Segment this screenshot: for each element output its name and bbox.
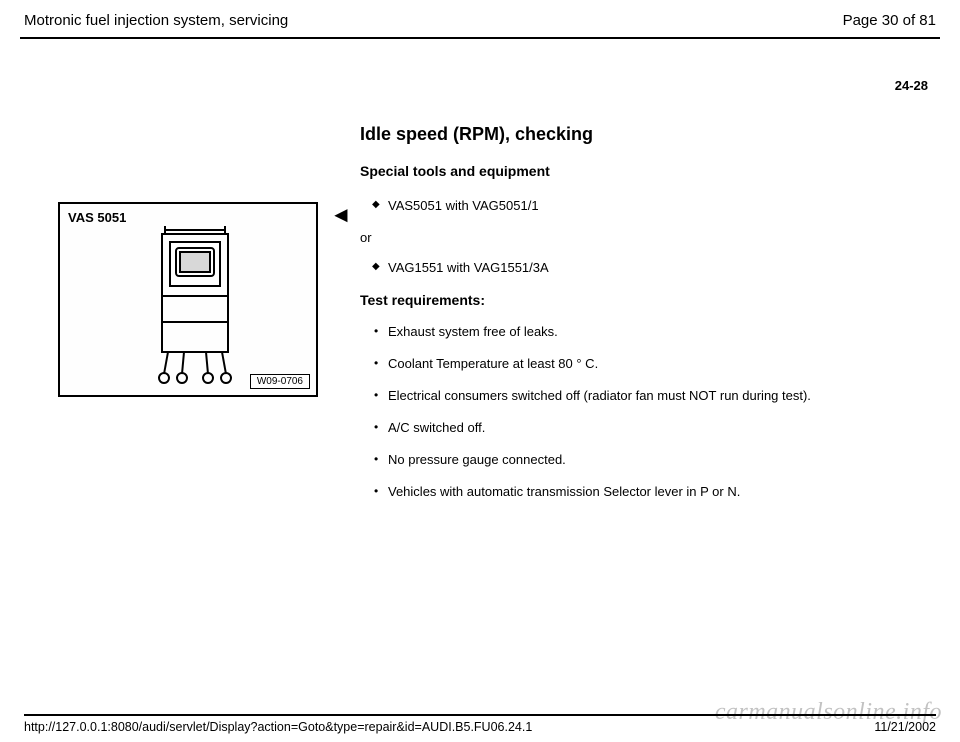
figure-box: VAS 5051 W09-0706	[58, 202, 318, 397]
list-item: VAS5051 with VAG5051/1	[374, 197, 910, 216]
footer-row: http://127.0.0.1:8080/audi/servlet/Displ…	[24, 720, 936, 734]
list-item: Vehicles with automatic transmission Sel…	[374, 482, 910, 502]
requirements-list: Exhaust system free of leaks. Coolant Te…	[360, 322, 910, 503]
or-text: or	[360, 230, 910, 245]
main-content: Idle speed (RPM), checking Special tools…	[20, 100, 940, 515]
list-item: VAG1551 with VAG1551/3A	[374, 259, 910, 278]
page-container: Motronic fuel injection system, servicin…	[0, 0, 960, 742]
header-title: Motronic fuel injection system, servicin…	[24, 12, 288, 29]
header-page-number: Page 30 of 81	[843, 12, 936, 29]
figure-wrapper: VAS 5051 W09-0706	[58, 202, 318, 397]
content-column: Idle speed (RPM), checking Special tools…	[360, 124, 940, 503]
heading-main: Idle speed (RPM), checking	[360, 124, 910, 145]
list-item: Exhaust system free of leaks.	[374, 322, 910, 342]
tools-list-2: VAG1551 with VAG1551/3A	[360, 259, 910, 278]
tools-list-1: VAS5051 with VAG5051/1	[360, 197, 910, 216]
heading-sub: Special tools and equipment	[360, 163, 910, 179]
figure-arrow-icon: ◄	[330, 202, 352, 228]
footer-url: http://127.0.0.1:8080/audi/servlet/Displ…	[24, 720, 532, 734]
list-item: Electrical consumers switched off (radia…	[374, 386, 910, 406]
list-item: A/C switched off.	[374, 418, 910, 438]
list-item: Coolant Temperature at least 80 ° C.	[374, 354, 910, 374]
footer-date: 11/21/2002	[874, 720, 936, 734]
header-rule	[20, 37, 940, 39]
heading-test-requirements: Test requirements:	[360, 292, 910, 308]
section-number: 24-28	[895, 78, 928, 93]
page-header: Motronic fuel injection system, servicin…	[20, 0, 940, 35]
figure-label: VAS 5051	[68, 210, 126, 225]
list-item: No pressure gauge connected.	[374, 450, 910, 470]
page-footer: http://127.0.0.1:8080/audi/servlet/Displ…	[0, 714, 960, 734]
diagnostic-cart-icon	[150, 226, 240, 386]
footer-rule	[24, 714, 936, 716]
figure-code: W09-0706	[250, 374, 310, 389]
